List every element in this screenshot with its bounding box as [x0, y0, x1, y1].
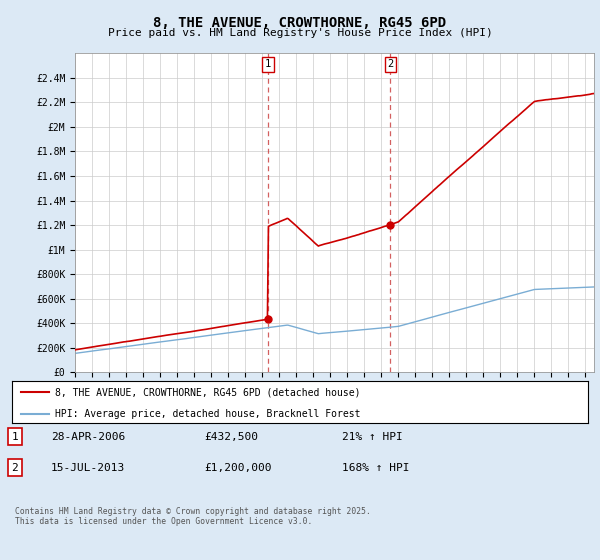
Text: Contains HM Land Registry data © Crown copyright and database right 2025.
This d: Contains HM Land Registry data © Crown c…	[15, 507, 371, 526]
Text: £432,500: £432,500	[204, 432, 258, 442]
Text: Price paid vs. HM Land Registry's House Price Index (HPI): Price paid vs. HM Land Registry's House …	[107, 28, 493, 38]
Text: 8, THE AVENUE, CROWTHORNE, RG45 6PD (detached house): 8, THE AVENUE, CROWTHORNE, RG45 6PD (det…	[55, 387, 361, 397]
Text: HPI: Average price, detached house, Bracknell Forest: HPI: Average price, detached house, Brac…	[55, 409, 361, 418]
Text: 1: 1	[265, 59, 271, 69]
Text: 2: 2	[11, 463, 19, 473]
Text: 168% ↑ HPI: 168% ↑ HPI	[342, 463, 409, 473]
Text: 28-APR-2006: 28-APR-2006	[51, 432, 125, 442]
Text: 8, THE AVENUE, CROWTHORNE, RG45 6PD: 8, THE AVENUE, CROWTHORNE, RG45 6PD	[154, 16, 446, 30]
Text: 1: 1	[11, 432, 19, 442]
Text: £1,200,000: £1,200,000	[204, 463, 271, 473]
Text: 15-JUL-2013: 15-JUL-2013	[51, 463, 125, 473]
Text: 2: 2	[388, 59, 394, 69]
Text: 21% ↑ HPI: 21% ↑ HPI	[342, 432, 403, 442]
